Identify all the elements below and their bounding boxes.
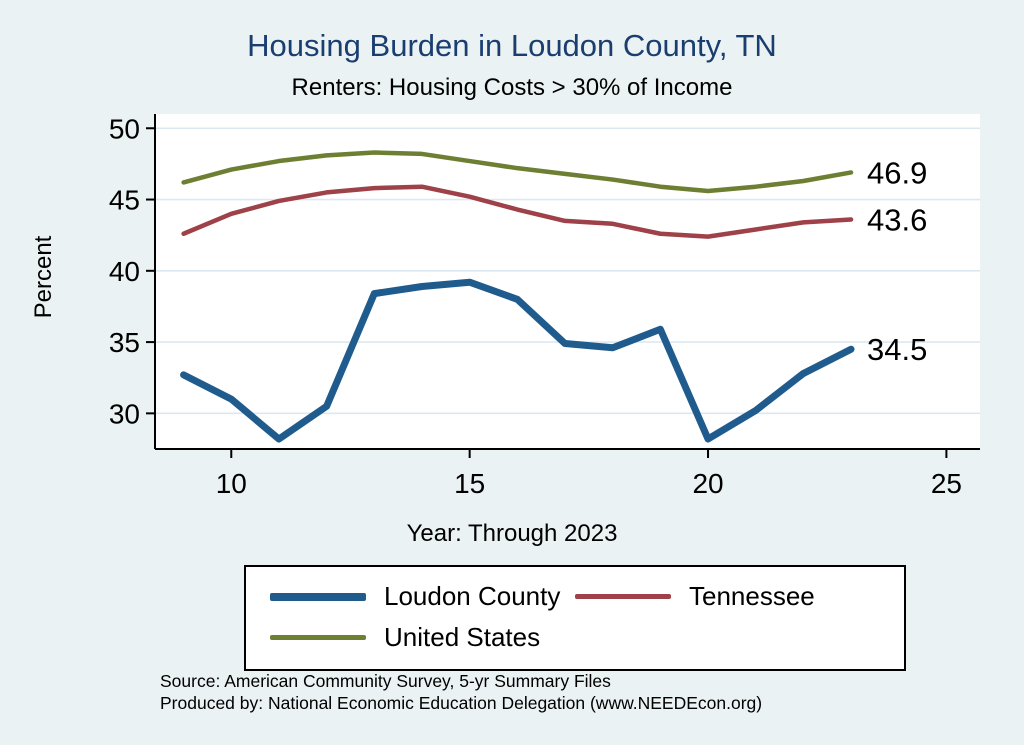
- line-chart: 30 35 40 45 50 10 15 20 25 34.5 43.6 46.9: [109, 113, 980, 499]
- legend-item-united-states: United States: [270, 622, 575, 653]
- tennessee-line-swatch: [575, 593, 671, 600]
- legend: Loudon County Tennessee United States: [244, 565, 906, 671]
- legend-item-loudon-county: Loudon County: [270, 581, 575, 612]
- svg-text:20: 20: [692, 468, 723, 499]
- svg-text:30: 30: [109, 398, 140, 429]
- legend-label: Loudon County: [384, 581, 561, 611]
- united-states-line-swatch: [270, 634, 366, 641]
- svg-text:10: 10: [216, 468, 247, 499]
- produced-by-line: Produced by: National Economic Education…: [160, 693, 763, 714]
- svg-text:15: 15: [454, 468, 485, 499]
- source-notes: Source: American Community Survey, 5-yr …: [160, 670, 960, 715]
- legend-item-tennessee: Tennessee: [575, 581, 880, 612]
- svg-text:50: 50: [109, 113, 140, 144]
- chart-title: Housing Burden in Loudon County, TN: [247, 28, 777, 63]
- svg-text:40: 40: [109, 256, 140, 287]
- plot-area: 30 35 40 45 50 10 15 20 25 34.5 43.6 46.9: [85, 104, 985, 504]
- x-axis-title: Year: Through 2023: [406, 520, 618, 547]
- svg-text:43.6: 43.6: [867, 202, 927, 237]
- source-line: Source: American Community Survey, 5-yr …: [160, 671, 611, 691]
- legend-label: United States: [384, 622, 541, 652]
- svg-text:25: 25: [931, 468, 962, 499]
- svg-text:45: 45: [109, 185, 140, 216]
- y-axis-title: Percent: [30, 235, 57, 319]
- loudon-county-line-swatch: [270, 592, 366, 601]
- svg-text:35: 35: [109, 327, 140, 358]
- legend-label: Tennessee: [689, 581, 815, 611]
- chart-subtitle: Renters: Housing Costs > 30% of Income: [291, 74, 733, 101]
- svg-text:46.9: 46.9: [867, 155, 927, 190]
- svg-text:34.5: 34.5: [867, 332, 927, 367]
